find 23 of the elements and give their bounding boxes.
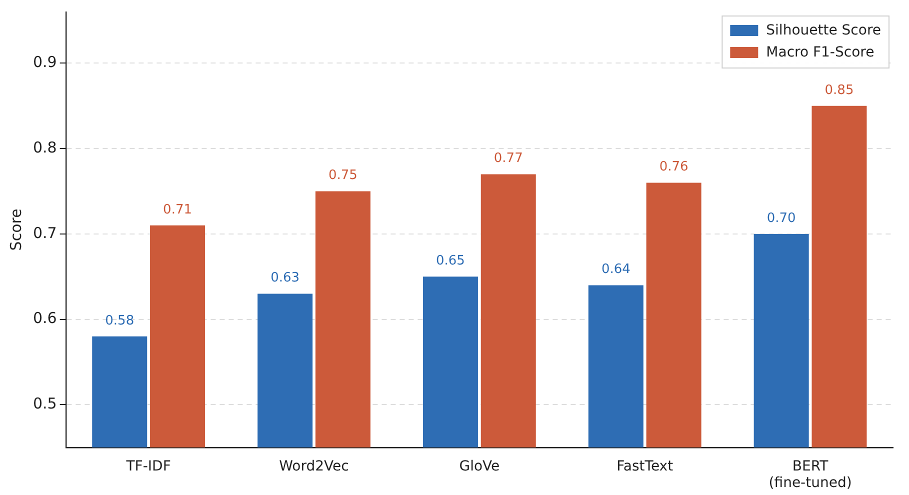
data-label: 0.76: [659, 160, 688, 175]
data-label: 0.65: [436, 254, 465, 269]
x-tick-label: TF-IDF: [125, 458, 171, 474]
data-label: 0.64: [601, 262, 630, 278]
data-label: 0.85: [824, 82, 854, 98]
legend-label: Macro F1-Score: [766, 44, 874, 61]
data-label: 0.63: [270, 270, 300, 286]
legend-label: Silhouette Score: [766, 22, 881, 39]
x-tick-label: Word2Vec: [279, 458, 349, 474]
x-tick-label: GloVe: [459, 458, 500, 474]
y-axis-title: Score: [6, 208, 25, 251]
data-label: 0.58: [105, 313, 134, 328]
y-tick-label: 0.5: [32, 394, 57, 413]
y-tick-label: 0.7: [32, 224, 57, 242]
y-tick-label: 0.8: [32, 138, 57, 156]
y-tick-label: 0.6: [32, 309, 57, 328]
x-tick-label: FastText: [616, 458, 674, 474]
y-tick-label: 0.9: [32, 53, 57, 72]
data-label: 0.77: [494, 151, 523, 166]
data-label: 0.75: [328, 168, 358, 184]
data-label: 0.70: [766, 210, 796, 226]
x-tick-label: BERT (fine-tuned): [768, 458, 852, 492]
data-label: 0.71: [163, 202, 192, 218]
